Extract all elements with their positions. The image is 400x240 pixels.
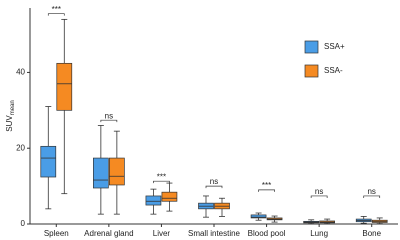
box — [109, 157, 125, 186]
significance-label: ns — [315, 187, 323, 196]
significance-label: *** — [262, 181, 271, 190]
y-label-sub: mean — [10, 100, 16, 115]
y-tick-label: 40 — [16, 68, 25, 77]
x-tick-label: Blood pool — [248, 229, 286, 238]
box — [250, 214, 267, 219]
legend-label: SSA+ — [324, 42, 345, 51]
box — [40, 145, 57, 178]
significance-label: ns — [210, 177, 218, 186]
significance-bracket — [100, 119, 118, 123]
x-tick-label: Lung — [310, 229, 328, 238]
y-axis-label: SUVmean — [5, 100, 15, 131]
legend-label: SSA- — [324, 66, 343, 75]
significance-bracket — [310, 195, 328, 198]
significance-bracket — [47, 13, 65, 16]
y-tick-label: 0 — [21, 219, 26, 228]
x-tick-label: Adrenal gland — [84, 229, 133, 238]
box — [145, 195, 162, 206]
y-label-main: SUV — [5, 115, 14, 132]
significance-label: *** — [52, 5, 61, 14]
significance-label: *** — [157, 172, 166, 181]
box — [56, 62, 73, 111]
significance-bracket — [205, 185, 223, 189]
box — [93, 157, 109, 189]
significance-bracket — [258, 189, 275, 192]
legend-swatch — [304, 40, 319, 54]
box — [161, 191, 178, 202]
significance-label: ns — [105, 111, 113, 120]
x-tick-label: Bone — [362, 229, 381, 238]
significance-bracket — [363, 195, 381, 198]
significance-label: ns — [367, 187, 375, 196]
significance-bracket — [153, 180, 170, 184]
x-tick-label: Spleen — [44, 229, 69, 238]
legend-swatch — [304, 64, 319, 78]
x-tick-label: Liver — [153, 229, 171, 238]
y-tick-label: 20 — [16, 143, 25, 152]
x-tick-label: Small intestine — [188, 229, 241, 238]
